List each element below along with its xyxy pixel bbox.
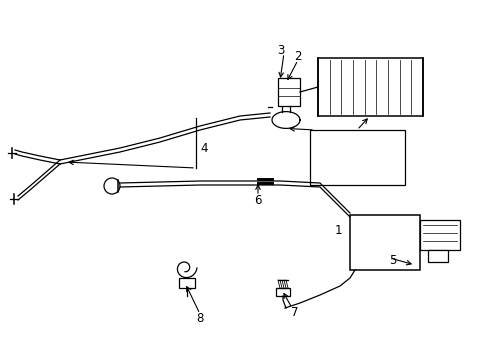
- Text: 8: 8: [196, 311, 203, 324]
- Bar: [427, 250, 447, 262]
- Text: 4: 4: [200, 141, 207, 154]
- Bar: [317, 58, 422, 116]
- Bar: [275, 288, 289, 296]
- Bar: [309, 130, 404, 185]
- Circle shape: [104, 178, 120, 194]
- Text: 3: 3: [277, 44, 284, 57]
- Bar: [349, 215, 419, 270]
- Text: 5: 5: [388, 253, 396, 266]
- Bar: [278, 78, 299, 106]
- Bar: [179, 278, 195, 288]
- Bar: [419, 220, 459, 250]
- Text: 7: 7: [291, 306, 298, 319]
- Text: 1: 1: [334, 224, 341, 237]
- Text: 2: 2: [294, 50, 301, 63]
- Text: 6: 6: [254, 194, 261, 207]
